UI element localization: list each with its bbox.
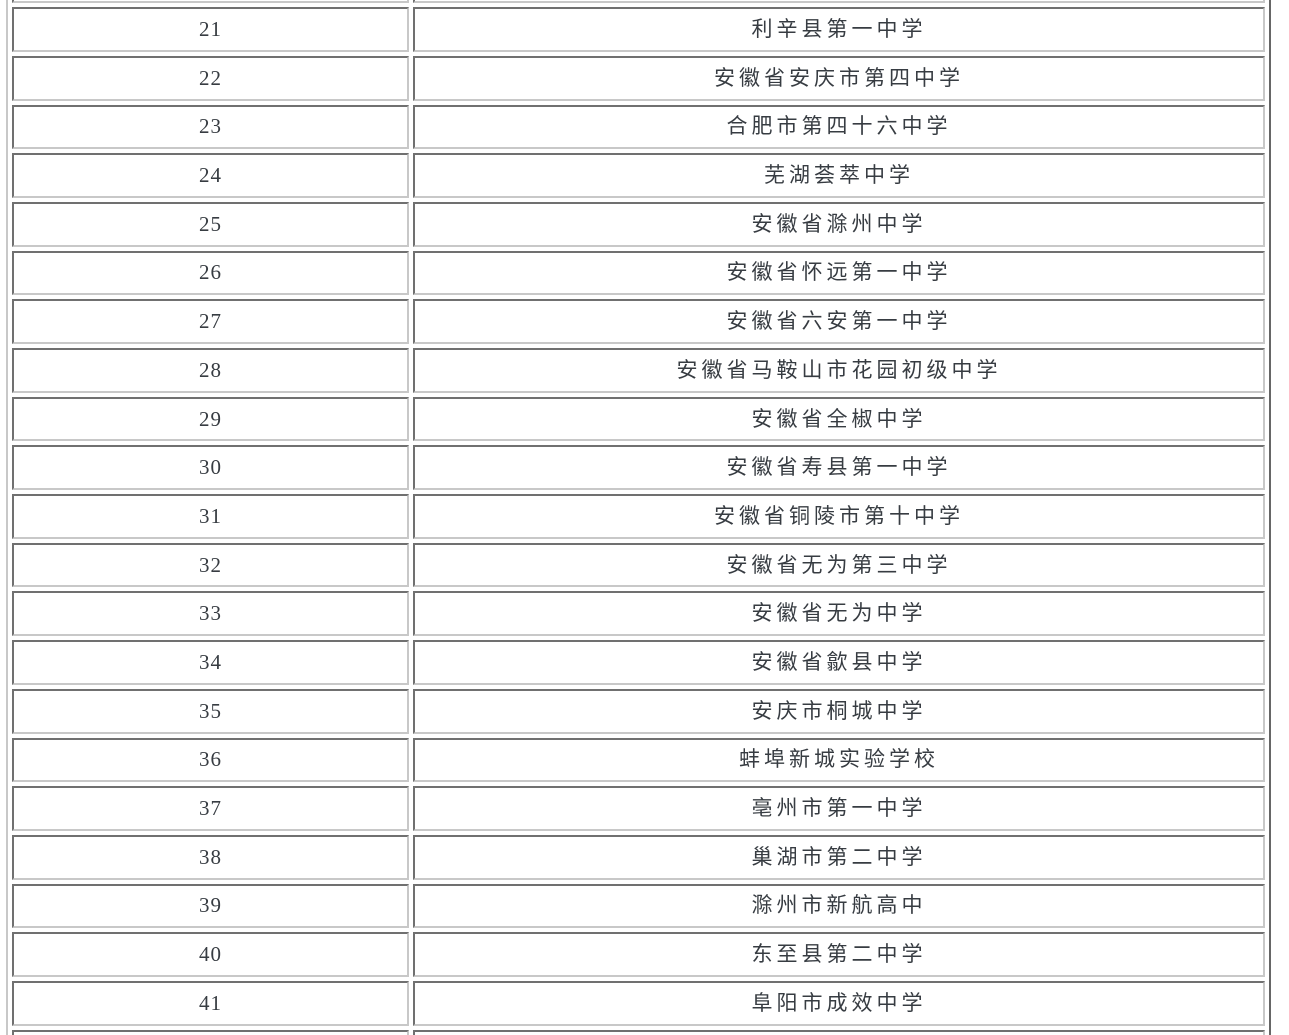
table-row: 33 安徽省无为中学 [12, 591, 1265, 637]
rank-cell: 40 [12, 932, 409, 977]
school-name-cell: 安徽省寿县第一中学 [413, 445, 1265, 491]
table-row: 36 蚌埠新城实验学校 [12, 737, 1265, 783]
school-name-cell: 蚌埠新城实验学校 [413, 737, 1265, 783]
school-name-cell: 安徽省歙县中学 [413, 640, 1265, 685]
rank-cell: 41 [12, 980, 409, 1026]
school-name-cell: 巢湖市第二中学 [413, 834, 1265, 880]
table-row: 32 安徽省无为第三中学 [12, 542, 1265, 588]
rank-cell: 30 [12, 445, 409, 491]
rank-cell: 24 [12, 153, 409, 198]
school-name-cell: 亳州市第一中学 [413, 786, 1265, 831]
rank-cell: 21 [12, 7, 409, 52]
rank-cell: 34 [12, 640, 409, 685]
school-name-cell: 滁州市新航高中 [413, 883, 1265, 929]
rank-cell: 38 [12, 834, 409, 880]
school-name-cell: 安徽省铜陵市第十中学 [413, 494, 1265, 539]
table-row: 21 利辛县第一中学 [12, 7, 1265, 52]
school-name-cell: 东至县第二中学 [413, 932, 1265, 977]
table-row: 27 安徽省六安第一中学 [12, 299, 1265, 344]
rank-cell: 35 [12, 688, 409, 734]
rank-cell: 22 [12, 55, 409, 101]
table-row-partial-bottom [12, 1029, 1265, 1035]
table-body: 21 利辛县第一中学 22 安徽省安庆市第四中学 23 合肥市第四十六中学 24 芜湖荟萃中学… [12, 0, 1265, 1035]
rank-cell: 39 [12, 883, 409, 929]
school-name-cell: 安徽省六安第一中学 [413, 299, 1265, 344]
table-row: 39 滁州市新航高中 [12, 883, 1265, 929]
table-row: 35 安庆市桐城中学 [12, 688, 1265, 734]
school-name-cell: 安徽省马鞍山市花园初级中学 [413, 348, 1265, 393]
rank-cell: 31 [12, 494, 409, 539]
table-row: 23 合肥市第四十六中学 [12, 104, 1265, 150]
table-row: 26 安徽省怀远第一中学 [12, 250, 1265, 296]
rank-cell: 32 [12, 542, 409, 588]
table-row: 30 安徽省寿县第一中学 [12, 445, 1265, 491]
school-name-cell: 安徽省无为中学 [413, 591, 1265, 637]
school-name-cell: 安徽省滁州中学 [413, 201, 1265, 247]
table-row: 34 安徽省歙县中学 [12, 640, 1265, 685]
school-name-cell: 利辛县第一中学 [413, 7, 1265, 52]
rank-cell: 28 [12, 348, 409, 393]
rank-cell: 27 [12, 299, 409, 344]
school-name-cell: 芜湖荟萃中学 [413, 153, 1265, 198]
rank-cell [12, 0, 409, 4]
table-row: 38 巢湖市第二中学 [12, 834, 1265, 880]
school-name-cell: 安徽省全椒中学 [413, 396, 1265, 442]
rank-cell: 26 [12, 250, 409, 296]
table-row: 25 安徽省滁州中学 [12, 201, 1265, 247]
table-row: 29 安徽省全椒中学 [12, 396, 1265, 442]
school-name-cell: 合肥市第四十六中学 [413, 104, 1265, 150]
table-row: 40 东至县第二中学 [12, 932, 1265, 977]
table-row-partial-top [12, 0, 1265, 4]
school-name-cell: 安徽省安庆市第四中学 [413, 55, 1265, 101]
school-name-cell [413, 0, 1265, 4]
rank-cell: 33 [12, 591, 409, 637]
rank-cell: 25 [12, 201, 409, 247]
table-row: 28 安徽省马鞍山市花园初级中学 [12, 348, 1265, 393]
school-name-cell: 安庆市桐城中学 [413, 688, 1265, 734]
table-row: 37 亳州市第一中学 [12, 786, 1265, 831]
rank-cell [12, 1029, 409, 1035]
school-name-cell: 阜阳市成效中学 [413, 980, 1265, 1026]
rank-cell: 37 [12, 786, 409, 831]
school-name-cell: 安徽省无为第三中学 [413, 542, 1265, 588]
school-name-cell: 安徽省怀远第一中学 [413, 250, 1265, 296]
table-row: 24 芜湖荟萃中学 [12, 153, 1265, 198]
table-row: 31 安徽省铜陵市第十中学 [12, 494, 1265, 539]
rank-cell: 23 [12, 104, 409, 150]
school-name-cell [413, 1029, 1265, 1035]
rank-cell: 29 [12, 396, 409, 442]
rank-cell: 36 [12, 737, 409, 783]
table-row: 22 安徽省安庆市第四中学 [12, 55, 1265, 101]
school-ranking-table: 21 利辛县第一中学 22 安徽省安庆市第四中学 23 合肥市第四十六中学 24 芜湖荟萃中学… [6, 0, 1271, 1035]
table-row: 41 阜阳市成效中学 [12, 980, 1265, 1026]
